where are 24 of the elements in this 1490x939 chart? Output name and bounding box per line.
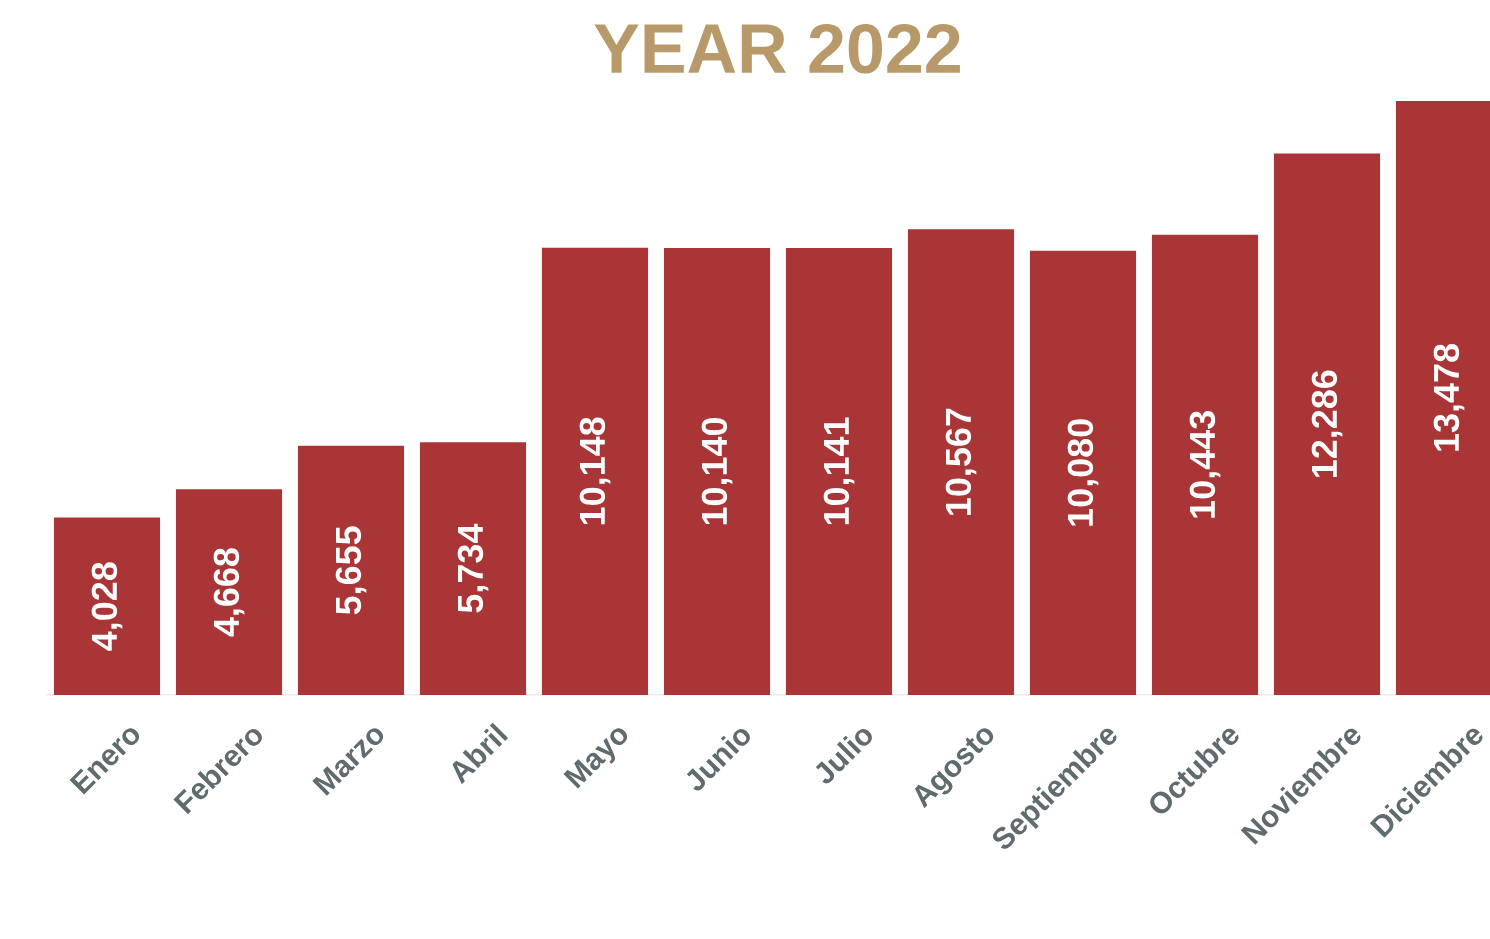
data-label: 12,286 (1311, 370, 1343, 478)
bar (419, 442, 527, 695)
bar (53, 517, 161, 695)
data-label: 13,478 (1433, 344, 1465, 451)
data-label: 4,028 (91, 562, 123, 651)
bar (907, 229, 1015, 695)
data-label: 10,148 (579, 417, 611, 525)
data-label: 5,655 (335, 526, 367, 615)
chart-title: YEAR 2022 (594, 23, 960, 74)
bar (785, 248, 893, 695)
bar (1273, 153, 1381, 695)
data-label: 10,443 (1189, 411, 1221, 518)
bar (175, 489, 283, 695)
bar (663, 248, 771, 695)
data-label: 5,734 (457, 523, 489, 613)
data-label: 10,141 (823, 417, 855, 525)
bar (297, 445, 405, 695)
data-label: 10,080 (1067, 419, 1099, 526)
bar (1151, 234, 1259, 695)
data-label: 10,567 (945, 408, 977, 515)
bar (1029, 250, 1137, 695)
data-label: 10,140 (701, 417, 733, 525)
data-label: 4,668 (213, 548, 245, 637)
bar (541, 247, 649, 695)
